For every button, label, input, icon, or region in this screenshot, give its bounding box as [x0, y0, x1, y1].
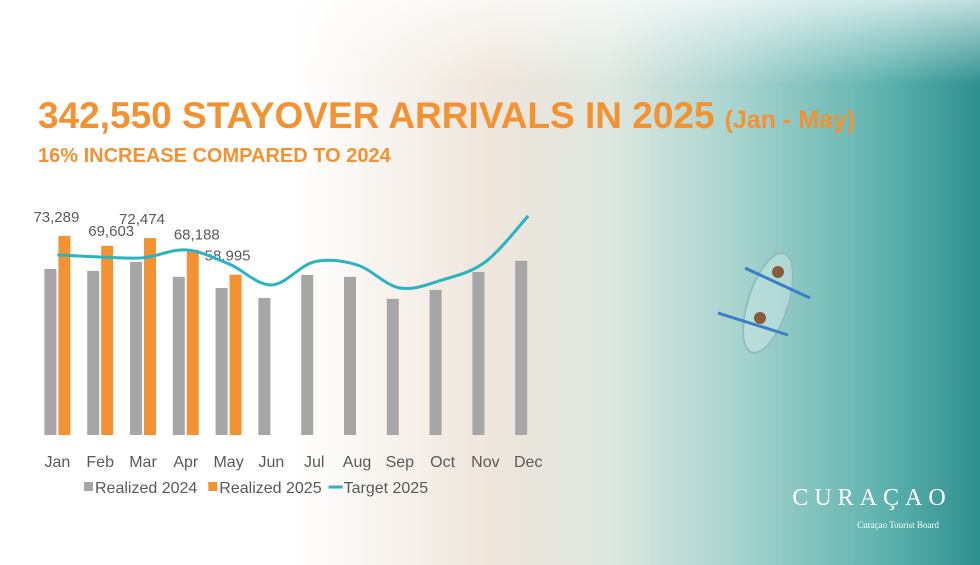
legend-swatch: [208, 482, 218, 491]
bar: [101, 245, 114, 435]
bar: [344, 276, 356, 435]
x-tick-label: Sep: [386, 454, 415, 471]
x-tick-label: Mar: [129, 454, 157, 471]
bar: [186, 249, 199, 435]
x-tick-label: May: [213, 454, 243, 471]
bar: [472, 271, 485, 435]
x-tick-label: Jun: [259, 454, 285, 471]
bar: [229, 274, 242, 435]
bar: [87, 270, 100, 435]
line: [57, 214, 530, 291]
bar: [515, 260, 528, 435]
x-tick-label: Jan: [45, 454, 71, 471]
bar: [258, 298, 271, 435]
value-label: 73,289: [33, 209, 79, 226]
subtitle: 16% INCREASE COMPARED TO 2024: [38, 145, 392, 167]
bar: [386, 298, 399, 435]
bar: [44, 268, 57, 435]
x-tick-label: Dec: [514, 454, 542, 471]
x-tick-label: Oct: [430, 454, 455, 471]
kayak: [717, 252, 811, 354]
bar: [130, 261, 142, 435]
bar: [429, 289, 442, 435]
bar: [215, 287, 228, 435]
legend-swatch: [84, 482, 93, 491]
value-label: 68,188: [174, 227, 220, 244]
value-label: 69,603: [88, 223, 134, 240]
logo-tagline: Curaçao Tourist Board: [857, 520, 939, 530]
value-label: 72,474: [119, 211, 165, 228]
title-main: 342,550 STAYOVER ARRIVALS IN 2025: [38, 95, 715, 136]
x-tick-label: Feb: [86, 454, 114, 471]
x-tick-label: Apr: [173, 454, 199, 471]
legend-label: Realized 2025: [219, 480, 321, 497]
title: 342,550 STAYOVER ARRIVALS IN 2025 (Jan - …: [38, 95, 855, 136]
x-tick-label: Jul: [304, 454, 324, 471]
legend-label: Realized 2024: [95, 480, 197, 497]
title-note: (Jan - May): [725, 106, 856, 134]
bar: [58, 235, 71, 435]
value-label: 58,995: [205, 248, 251, 265]
x-tick-label: Aug: [343, 454, 371, 471]
legend-label: Target 2025: [344, 480, 429, 497]
bar: [301, 274, 314, 435]
x-tick-label: Nov: [471, 454, 499, 471]
logo: CURAÇAO: [792, 485, 951, 511]
bar: [144, 238, 156, 435]
bar: [172, 276, 185, 435]
